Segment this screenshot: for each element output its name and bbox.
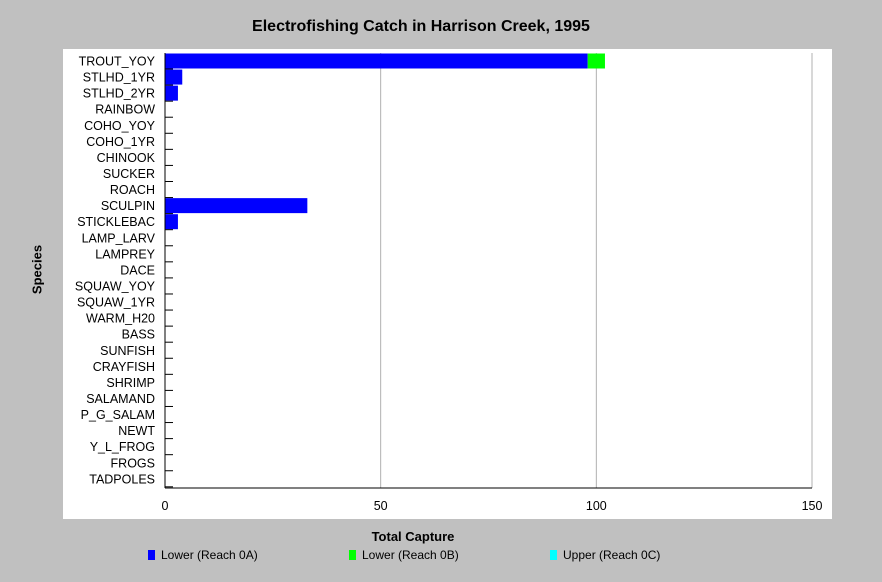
y-tick-label: P_G_SALAM [81,408,155,422]
x-tick-label: 150 [802,499,823,513]
y-tick-label: BASS [122,328,155,342]
legend-label: Upper (Reach 0C) [563,548,661,562]
chart-title: Electrofishing Catch in Harrison Creek, … [252,18,590,35]
y-tick-label: STICKLEBAC [77,215,155,229]
y-tick-label: SQUAW_1YR [77,296,155,310]
y-tick-label: COHO_YOY [84,119,156,133]
y-axis-label: Species [29,244,45,295]
y-tick-label: LAMPREY [95,247,155,261]
y-tick-label: LAMP_LARV [82,231,156,245]
legend-item-reach-0a: Lower (Reach 0A) [148,548,258,562]
bar-segment [165,53,588,69]
grid-lines [380,53,813,488]
y-tick-label: TROUT_YOY [79,55,156,69]
y-tick-label: SUNFISH [100,344,155,358]
y-tick-label: DACE [120,263,155,277]
bar-segment [165,198,308,214]
x-axis-label: Total Capture [371,529,455,544]
legend-label: Lower (Reach 0A) [161,548,258,562]
y-tick-label: SQUAW_YOY [75,279,156,293]
bars [165,53,605,230]
y-tick-label: ROACH [110,183,155,197]
legend-swatch [550,550,557,560]
y-tick-label: CHINOOK [97,151,156,165]
y-tick-label: SHRIMP [106,376,155,390]
tick-labels: TROUT_YOY STLHD_1YR STLHD_2YR RAINBOW COHO_Y… [75,55,823,514]
y-tick-label: SCULPIN [101,199,155,213]
legend-label: Lower (Reach 0B) [362,548,459,562]
bar-segment [165,214,178,230]
y-tick-label: SUCKER [103,167,155,181]
y-tick-label: FROGS [111,456,155,470]
bar-segment [587,53,605,69]
y-tick-label: STLHD_1YR [83,71,155,85]
bar-segment [165,85,178,101]
x-tick-label: 50 [374,499,388,513]
y-tick-label: WARM_H20 [86,312,155,326]
legend-swatch [349,550,356,560]
y-tick-label: Y_L_FROG [90,440,155,454]
y-tick-label: TADPOLES [89,472,155,486]
x-tick-label: 0 [162,499,169,513]
axes [164,53,812,489]
y-tick-label: NEWT [118,424,155,438]
y-tick-label: CRAYFISH [93,360,155,374]
bar-segment [165,69,183,85]
y-tick-label: RAINBOW [95,103,155,117]
y-tick-label: SALAMAND [86,392,155,406]
y-tick-label: STLHD_2YR [83,87,155,101]
legend-item-reach-0b: Lower (Reach 0B) [349,548,459,562]
legend-item-reach-0c: Upper (Reach 0C) [550,548,660,562]
y-tick-label: COHO_1YR [86,135,155,149]
legend-swatch [148,550,155,560]
x-tick-label: 100 [586,499,607,513]
plot-panel [63,49,832,519]
